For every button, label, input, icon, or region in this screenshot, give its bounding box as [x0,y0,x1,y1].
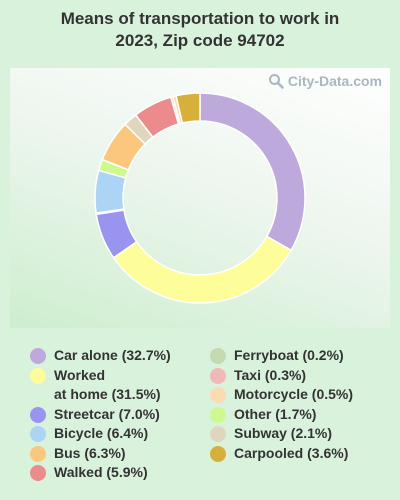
chart-title-line-1: Means of transportation to work in [60,9,340,28]
legend-item: Taxi (0.3%) [210,366,390,386]
legend-swatch [210,348,226,364]
legend-swatch [30,445,46,462]
legend-label: Carpooled (3.6%) [234,444,349,461]
legend-label: Bicycle (6.4%) [54,425,149,441]
legend-swatch [30,465,46,481]
legend-label: Taxi (0.3%) [234,366,307,383]
legend-label: Worked [54,366,106,383]
legend-item: Subway (2.1%) [210,424,390,444]
legend-item: Bus (6.3%) [30,444,210,464]
legend-swatch [210,367,226,384]
legend-swatch [30,348,46,364]
legend-label: Subway (2.1%) [234,425,333,441]
legend-label: Walked (5.9%) [54,464,148,480]
legend-swatch [210,426,226,442]
chart-title-line-2: 2023, Zip code 94702 [115,31,285,50]
legend-item: Car alone (32.7%) [30,346,210,366]
donut-slice-worked-at-home [112,235,293,304]
plot-area: City-Data.com [10,68,390,328]
legend-swatch [30,367,46,384]
legend-swatch [210,387,226,403]
legend-label: Car alone (32.7%) [54,347,171,363]
chart-title: Means of transportation to work in 2023,… [0,8,400,52]
legend-swatch [30,426,46,442]
watermark-text: City-Data.com [287,73,382,89]
donut-chart [94,92,306,304]
legend-column-left: Car alone (32.7%) Worked at home (31.5%) St… [30,346,210,483]
legend-item: Motorcycle (0.5%) [210,385,390,405]
legend-column-right: Ferryboat (0.2%) Taxi (0.3%) Motorcycle (0… [210,346,390,463]
legend-label: Streetcar (7.0%) [54,405,160,422]
legend: Car alone (32.7%) Worked at home (31.5%) St… [30,346,390,486]
legend-item: Carpooled (3.6%) [210,444,390,464]
legend-item: Other (1.7%) [210,405,390,425]
legend-swatch [30,406,46,423]
legend-item: Ferryboat (0.2%) [210,346,390,366]
legend-label: at home (31.5%) [54,386,161,402]
watermark: City-Data.com [268,73,382,89]
legend-item: Streetcar (7.0%) [30,405,210,425]
legend-label: Bus (6.3%) [54,444,126,461]
legend-swatch [210,406,226,423]
legend-label: Other (1.7%) [234,405,317,422]
magnifier-icon [268,74,284,89]
legend-label: Ferryboat (0.2%) [234,347,344,363]
donut-slice-car-alone [199,92,306,252]
legend-label: Motorcycle (0.5%) [234,386,354,402]
legend-swatch [210,445,226,462]
legend-item: Bicycle (6.4%) [30,424,210,444]
legend-item: Walked (5.9%) [30,463,210,483]
legend-item: Worked at home (31.5%) [30,366,210,405]
donut-slice-carpooled [175,92,201,124]
